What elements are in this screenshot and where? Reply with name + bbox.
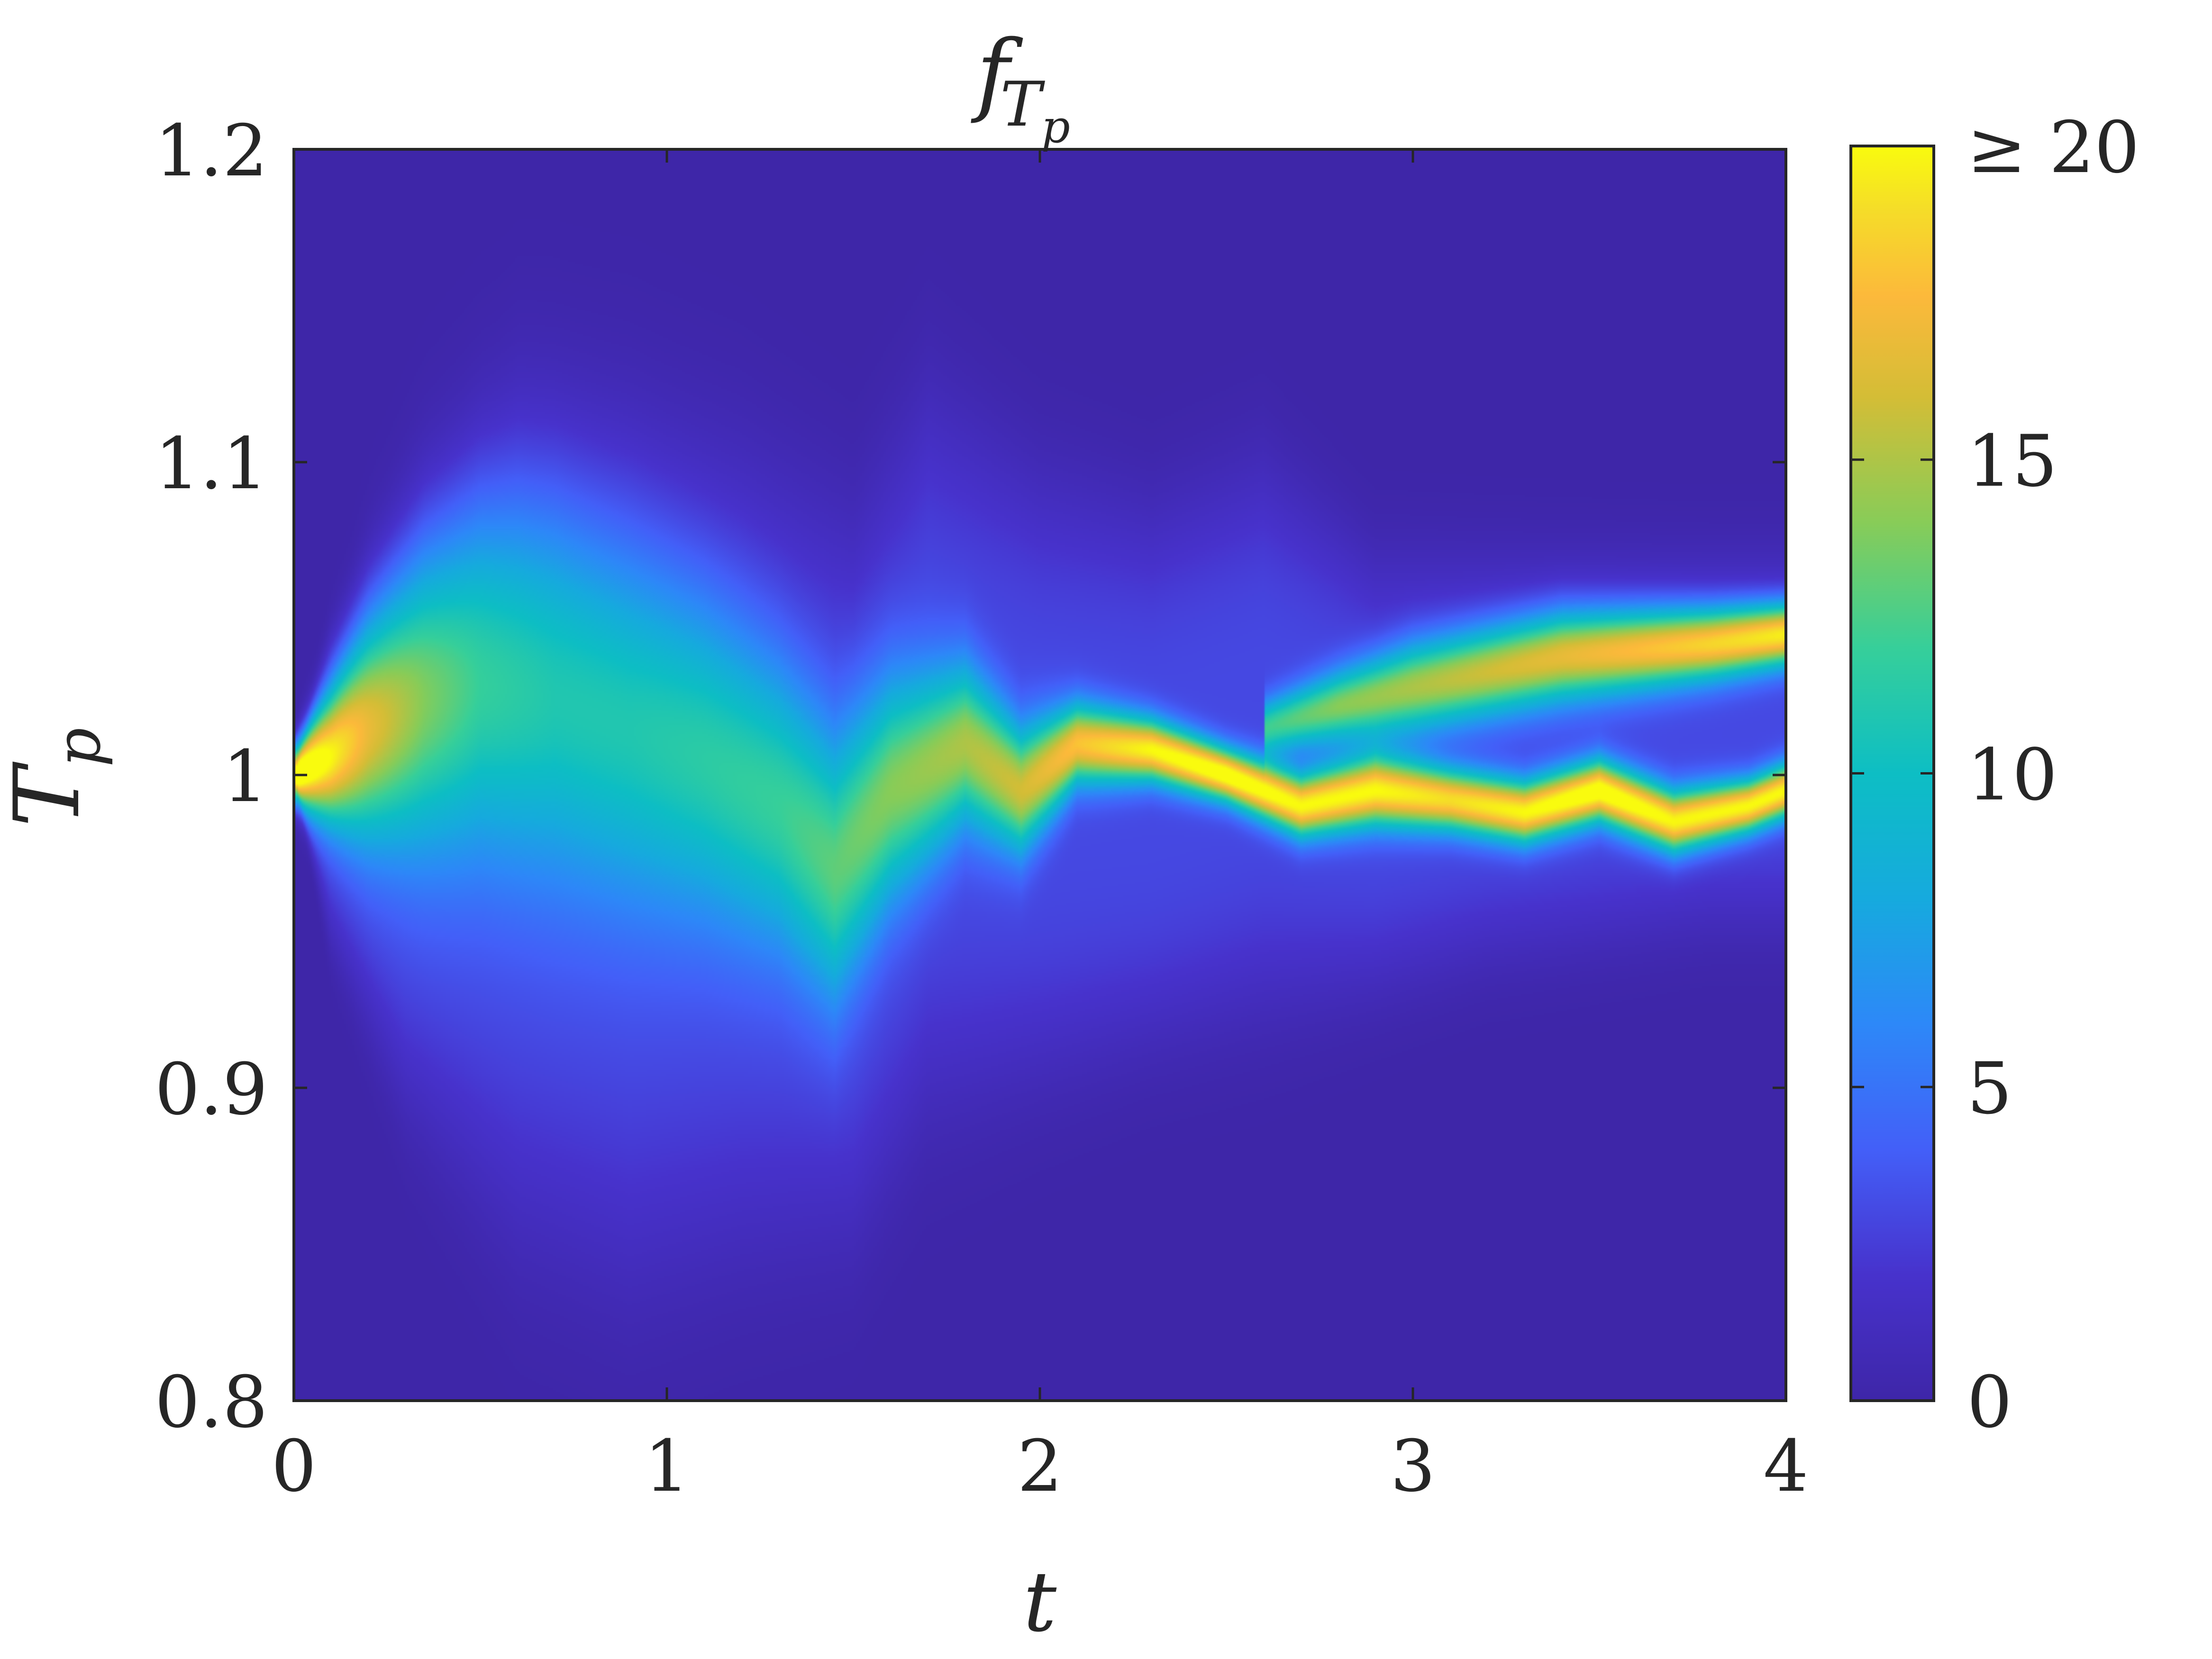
y-tick-label: 1 xyxy=(223,736,268,818)
colorbar-tick-label: 10 xyxy=(1967,734,2057,817)
colorbar-tick-label: 0 xyxy=(1967,1361,2012,1444)
y-axis-label: Tp xyxy=(0,728,114,827)
colorbar-tick-label: ≥ 20 xyxy=(1967,107,2139,189)
x-tick-label: 3 xyxy=(1390,1425,1435,1508)
y-axis-ticks: 0.8 0.9 1 1.1 1.2 xyxy=(155,110,1786,1444)
x-axis-ticks: 0 1 2 3 4 xyxy=(271,149,1809,1508)
chart-title-subsubscript: p xyxy=(1041,101,1070,153)
x-tick-label: 0 xyxy=(271,1425,316,1508)
y-tick-label: 1.1 xyxy=(155,423,268,505)
x-tick-label: 2 xyxy=(1017,1425,1062,1508)
x-axis-label: t xyxy=(1023,1554,1057,1650)
y-tick-label: 1.2 xyxy=(155,110,268,192)
x-tick-label: 4 xyxy=(1763,1425,1808,1508)
heatmap-image xyxy=(294,149,1786,1401)
x-tick-label: 1 xyxy=(644,1425,689,1508)
chart-title-subscript: T xyxy=(1000,68,1045,140)
y-tick-label: 0.9 xyxy=(155,1048,268,1131)
colorbar-tick-label: 15 xyxy=(1967,420,2057,503)
y-tick-label: 0.8 xyxy=(155,1361,268,1444)
y-axis-label-subscript: p xyxy=(42,728,114,767)
colorbar-tick-label: 5 xyxy=(1967,1048,2012,1130)
colorbar-ticks: 0 5 10 15 ≥ 20 xyxy=(1851,107,2139,1444)
y-axis-label-main: T xyxy=(0,761,100,827)
